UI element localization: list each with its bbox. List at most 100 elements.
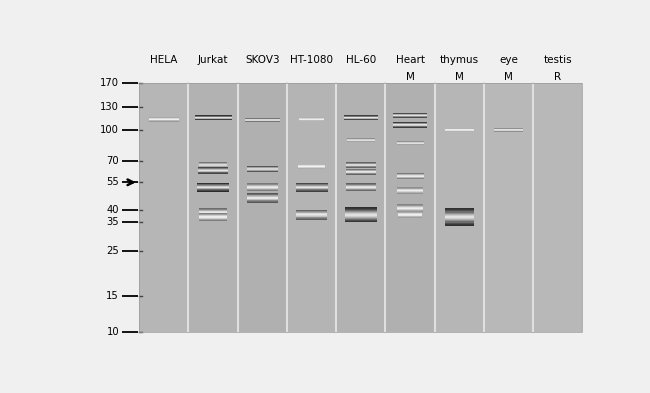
Bar (346, 138, 375, 142)
Bar (397, 207, 423, 209)
Text: 130: 130 (100, 102, 119, 112)
Bar (247, 197, 278, 199)
Bar (396, 174, 424, 178)
Bar (199, 214, 228, 220)
Bar (247, 184, 278, 191)
Bar (296, 185, 328, 189)
Bar (398, 214, 423, 215)
Bar (344, 213, 377, 217)
Bar (346, 139, 375, 141)
Bar (247, 168, 278, 170)
Bar (296, 214, 327, 215)
Bar (298, 164, 325, 169)
Bar (337, 83, 384, 332)
Bar (344, 211, 377, 219)
Bar (199, 214, 228, 220)
Bar (198, 170, 228, 171)
Bar (247, 195, 278, 201)
Bar (298, 166, 325, 167)
Bar (494, 129, 523, 131)
Bar (494, 129, 523, 131)
Bar (393, 113, 427, 118)
Bar (346, 162, 376, 167)
Bar (494, 128, 523, 132)
Bar (140, 83, 187, 332)
Bar (299, 118, 324, 121)
Bar (344, 117, 378, 119)
Bar (239, 83, 286, 332)
Bar (194, 117, 231, 119)
Bar (198, 169, 228, 173)
Bar (199, 216, 228, 218)
Bar (494, 129, 523, 131)
Bar (296, 184, 328, 190)
Bar (247, 187, 278, 188)
Bar (494, 129, 523, 130)
Text: M: M (504, 72, 513, 82)
Bar (387, 83, 434, 332)
Bar (247, 168, 278, 170)
Bar (398, 211, 423, 218)
Bar (344, 117, 378, 119)
Bar (346, 164, 376, 166)
Text: 170: 170 (100, 79, 119, 88)
Bar (344, 116, 378, 119)
Bar (199, 215, 228, 219)
Bar (247, 194, 278, 202)
Bar (197, 184, 229, 190)
Bar (247, 197, 278, 198)
Bar (346, 138, 375, 142)
Bar (245, 119, 280, 121)
Bar (396, 173, 424, 179)
Bar (485, 83, 532, 332)
Bar (199, 208, 228, 217)
Bar (296, 211, 327, 219)
Bar (149, 117, 179, 121)
Bar (194, 117, 231, 119)
Bar (199, 212, 228, 213)
Bar (344, 208, 377, 222)
Bar (298, 164, 325, 169)
Text: 40: 40 (107, 205, 119, 215)
Text: 15: 15 (107, 291, 119, 301)
Text: HELA: HELA (150, 55, 177, 65)
Bar (197, 187, 229, 188)
Bar (199, 210, 228, 215)
Text: HL-60: HL-60 (346, 55, 376, 65)
Bar (344, 210, 377, 220)
Bar (436, 83, 483, 332)
Text: R: R (554, 72, 562, 82)
Bar (199, 213, 228, 222)
Bar (245, 118, 280, 122)
Bar (247, 184, 278, 190)
Bar (198, 169, 228, 172)
Bar (346, 185, 376, 189)
Bar (197, 185, 229, 189)
Text: 100: 100 (100, 125, 119, 135)
Bar (397, 207, 423, 209)
Bar (397, 189, 423, 192)
Bar (199, 209, 228, 216)
Bar (298, 165, 325, 167)
Bar (346, 171, 376, 172)
Bar (393, 115, 427, 116)
Bar (288, 83, 335, 332)
Bar (346, 163, 376, 167)
Bar (247, 166, 278, 172)
Bar (397, 206, 423, 210)
Bar (299, 118, 324, 121)
Bar (397, 206, 423, 211)
Bar (296, 211, 327, 218)
Bar (245, 118, 280, 122)
Bar (534, 83, 582, 332)
Bar (149, 118, 179, 121)
Bar (245, 119, 280, 121)
Bar (445, 129, 474, 130)
Bar (247, 193, 278, 203)
Bar (393, 113, 427, 118)
Bar (445, 129, 474, 132)
Text: 55: 55 (107, 177, 119, 187)
Bar (445, 214, 474, 220)
Text: 35: 35 (107, 217, 119, 227)
Bar (199, 211, 228, 213)
